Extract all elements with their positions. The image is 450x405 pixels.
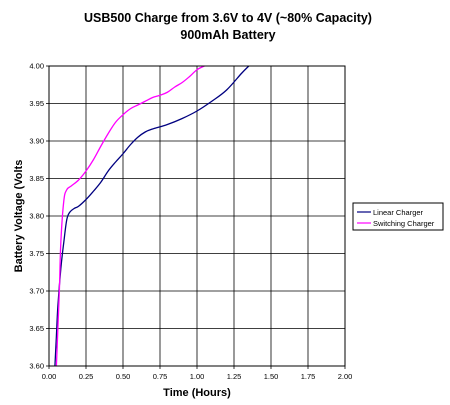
x-tick-label: 1.75 xyxy=(301,372,316,381)
y-tick-labels: 3.60 3.65 3.70 3.75 3.80 3.85 3.90 3.95 4.00 xyxy=(29,62,49,371)
x-tick-label: 1.00 xyxy=(190,372,205,381)
y-tick-label: 3.85 xyxy=(29,174,44,183)
x-tick-label: 0.75 xyxy=(153,372,168,381)
x-tick-label: 1.50 xyxy=(264,372,279,381)
x-tick-label: 0.50 xyxy=(116,372,131,381)
y-tick-label: 3.60 xyxy=(29,362,44,371)
y-tick-label: 3.65 xyxy=(29,324,44,333)
y-tick-label: 3.75 xyxy=(29,249,44,258)
data-series xyxy=(54,65,250,367)
x-axis-title: Time (Hours) xyxy=(163,387,231,399)
series-line-linear-charger xyxy=(54,65,250,367)
y-tick-label: 3.70 xyxy=(29,287,44,296)
x-tick-label: 1.25 xyxy=(227,372,242,381)
y-tick-label: 3.80 xyxy=(29,212,44,221)
legend-label-switching-charger: Switching Charger xyxy=(373,219,435,228)
x-tick-label: 2.00 xyxy=(338,372,353,381)
y-axis-title: Battery Voltage (Volts xyxy=(13,160,25,273)
series-line-switching-charger xyxy=(55,65,205,367)
x-tick-label: 0.25 xyxy=(79,372,94,381)
y-tick-label: 3.90 xyxy=(29,137,44,146)
y-tick-label: 4.00 xyxy=(29,62,44,71)
y-tick-label: 3.95 xyxy=(29,99,44,108)
legend-box xyxy=(352,202,444,231)
x-tick-label: 0.00 xyxy=(42,372,57,381)
chart-subtitle: 900mAh Battery xyxy=(180,28,275,42)
chart-title: USB500 Charge from 3.6V to 4V (~80% Capa… xyxy=(84,11,372,25)
grid-lines xyxy=(49,66,345,366)
legend-label-linear-charger: Linear Charger xyxy=(373,208,424,217)
x-tick-labels: 0.00 0.25 0.50 0.75 1.00 1.25 1.50 1.75 2.00 xyxy=(42,366,353,381)
legend: Linear Charger Switching Charger xyxy=(352,202,444,231)
